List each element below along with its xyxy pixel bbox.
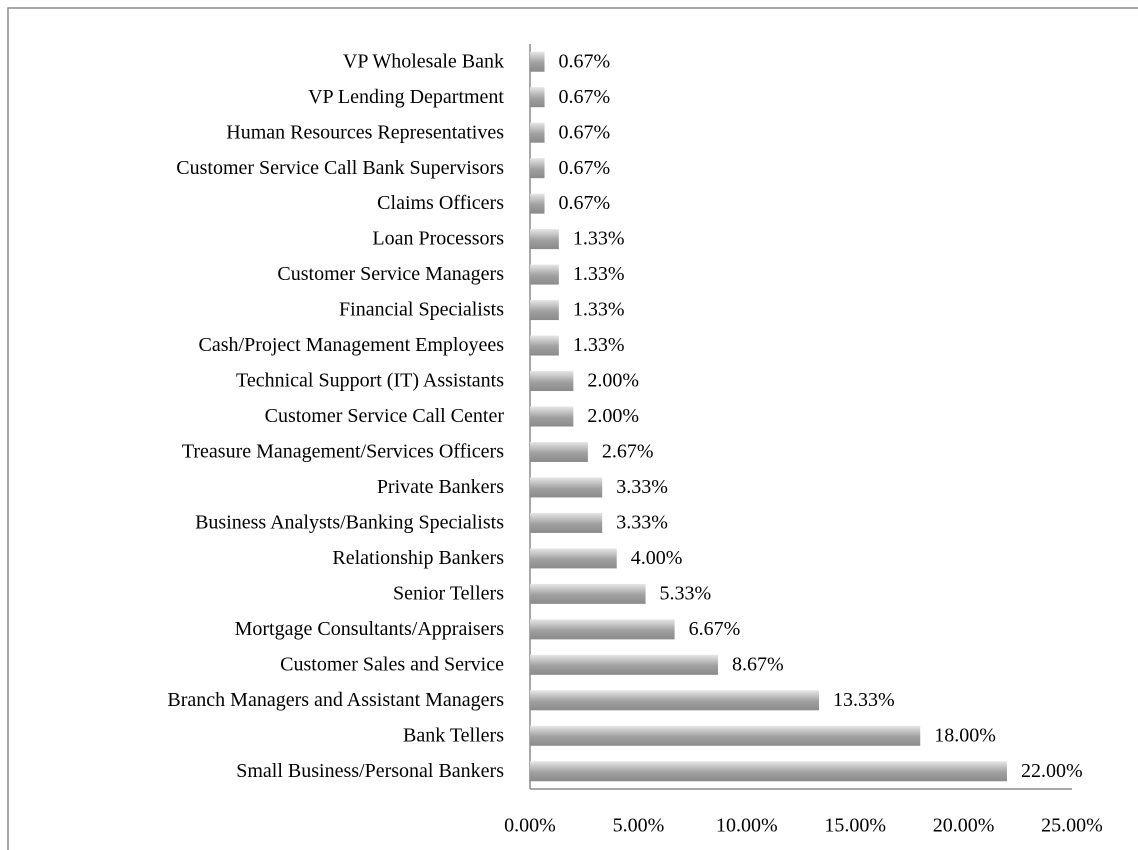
- bar: [530, 441, 588, 462]
- y-tick-label: Customer Service Call Bank Supervisors: [176, 157, 504, 179]
- y-tick-label: Senior Tellers: [393, 582, 504, 604]
- y-tick-label: VP Wholesale Bank: [343, 50, 504, 72]
- bar: [530, 619, 675, 640]
- y-tick-label: Branch Managers and Assistant Managers: [167, 689, 504, 711]
- data-label: 1.33%: [573, 299, 625, 321]
- data-label: 3.33%: [616, 512, 668, 534]
- y-tick-label: Customer Service Call Center: [265, 405, 505, 427]
- data-label: 0.67%: [559, 192, 611, 214]
- bar: [530, 583, 646, 604]
- y-tick-label: Customer Sales and Service: [280, 653, 504, 675]
- bar: [530, 477, 603, 498]
- bar: [530, 406, 574, 427]
- x-tick-label: 0.00%: [504, 815, 556, 837]
- frame: [7, 7, 1138, 850]
- y-tick-label: Financial Specialists: [339, 299, 504, 321]
- bar: [530, 229, 559, 250]
- bar: [530, 548, 617, 569]
- data-label: 2.67%: [602, 441, 654, 463]
- bar: [530, 725, 921, 746]
- bar: [530, 87, 545, 108]
- bar: [530, 51, 545, 72]
- y-tick-label: VP Lending Department: [308, 86, 504, 108]
- data-label: 0.67%: [559, 121, 611, 143]
- y-tick-label: Treasure Management/Services Officers: [182, 441, 504, 463]
- y-tick-label: Technical Support (IT) Assistants: [236, 370, 504, 392]
- data-label: 22.00%: [1021, 760, 1083, 782]
- data-label: 0.67%: [559, 86, 611, 108]
- data-label: 1.33%: [573, 228, 625, 250]
- y-tick-label: Relationship Bankers: [332, 547, 504, 569]
- data-label: 2.00%: [587, 370, 639, 392]
- bar: [530, 690, 819, 711]
- data-label: 1.33%: [573, 263, 625, 285]
- y-tick-label: Private Bankers: [377, 476, 504, 498]
- bar: [530, 654, 718, 675]
- x-tick-label: 25.00%: [1041, 815, 1103, 837]
- y-tick-label: Small Business/Personal Bankers: [236, 760, 504, 782]
- y-tick-label: Business Analysts/Banking Specialists: [195, 512, 504, 534]
- y-tick-label: Bank Tellers: [403, 724, 504, 746]
- data-label: 13.33%: [833, 689, 895, 711]
- x-tick-label: 10.00%: [716, 815, 778, 837]
- bar: [530, 371, 574, 392]
- data-label: 5.33%: [660, 582, 712, 604]
- data-label: 18.00%: [934, 724, 996, 746]
- x-tick-label: 5.00%: [613, 815, 665, 837]
- bar: [530, 158, 545, 179]
- y-tick-label: Loan Processors: [372, 228, 504, 250]
- bar: [530, 761, 1007, 782]
- y-tick-label: Customer Service Managers: [277, 263, 504, 285]
- bar: [530, 264, 559, 285]
- data-label: 0.67%: [559, 157, 611, 179]
- data-label: 3.33%: [616, 476, 668, 498]
- y-tick-label: Cash/Project Management Employees: [199, 334, 505, 356]
- y-tick-label: Human Resources Representatives: [226, 121, 504, 143]
- bar: [530, 335, 559, 356]
- data-label: 2.00%: [587, 405, 639, 427]
- bar: [530, 122, 545, 143]
- data-label: 1.33%: [573, 334, 625, 356]
- bar: [530, 512, 603, 533]
- data-label: 4.00%: [631, 547, 683, 569]
- y-tick-label: Mortgage Consultants/Appraisers: [235, 618, 505, 640]
- x-tick-label: 15.00%: [824, 815, 886, 837]
- bar: [530, 193, 545, 214]
- y-tick-label: Claims Officers: [377, 192, 504, 214]
- x-tick-label: 20.00%: [933, 815, 995, 837]
- data-label: 6.67%: [689, 618, 741, 640]
- data-label: 8.67%: [732, 653, 784, 675]
- data-label: 0.67%: [559, 50, 611, 72]
- bar: [530, 300, 559, 321]
